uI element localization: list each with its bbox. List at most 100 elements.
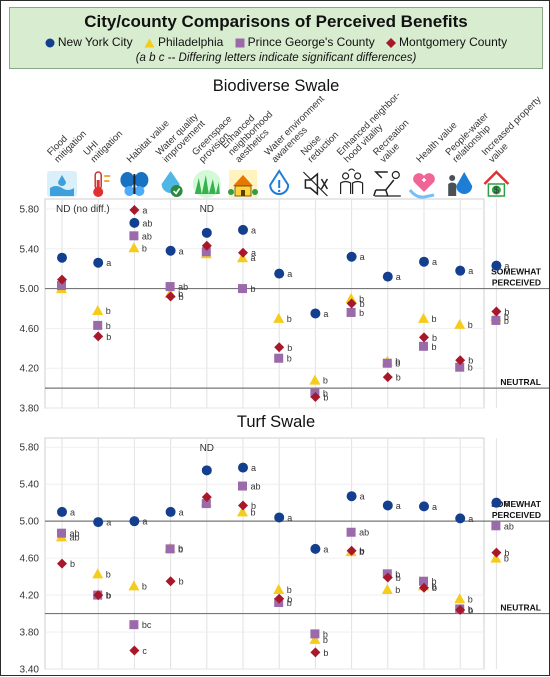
- significance-letter: b: [395, 569, 400, 579]
- data-point-diamond: [165, 576, 176, 587]
- significance-letter: b: [468, 320, 473, 330]
- triangle-marker-icon: [144, 38, 155, 48]
- significance-letter: b: [70, 559, 75, 569]
- coin: [491, 185, 501, 195]
- data-point-square: [129, 231, 139, 241]
- data-point-circle: [382, 271, 393, 282]
- significance-letter: a: [179, 507, 184, 517]
- significance-letter: a: [70, 507, 75, 517]
- data-point-circle: [419, 256, 429, 267]
- data-point-diamond: [201, 240, 212, 251]
- data-point-triangle: [273, 584, 285, 595]
- mercury: [96, 180, 100, 190]
- lounge-chair-icon: [373, 170, 401, 197]
- significance-letter: b: [468, 594, 473, 604]
- significance-letter: b: [504, 307, 509, 317]
- significance-letter: b: [142, 581, 147, 591]
- data-point-circle: [346, 251, 357, 262]
- significance-letter: ab: [70, 529, 80, 539]
- significance-letter: b: [106, 321, 111, 331]
- data-point-circle: [382, 500, 393, 511]
- data-point-circle: [274, 512, 285, 523]
- significance-letter: b: [396, 573, 401, 583]
- chair-umbrella: [373, 171, 395, 197]
- significance-letter: b: [504, 554, 509, 564]
- bulb: [93, 187, 104, 197]
- slash: [302, 171, 328, 197]
- data-point-circle: [93, 517, 104, 528]
- data-point-square: [419, 341, 428, 351]
- y-tick-label: 4.60: [20, 324, 40, 335]
- significance-letter: b: [504, 316, 509, 326]
- wing: [134, 172, 149, 188]
- significance-letter: a: [360, 492, 365, 502]
- significance-letter: b: [106, 591, 111, 601]
- wave: [50, 186, 74, 196]
- significance-note: (a b c -- Differing letters indicate sig…: [135, 52, 417, 64]
- reference-line-label: SOMEWHAT: [491, 267, 542, 277]
- dollar-sign: $: [494, 185, 499, 195]
- data-point-diamond: [455, 604, 466, 615]
- data-point-diamond: [419, 582, 429, 593]
- data-point-circle: [93, 257, 104, 268]
- legend-label: Philadelphia: [157, 35, 224, 49]
- significance-letter: ab: [178, 282, 188, 292]
- data-point-diamond: [238, 247, 248, 258]
- data-point-circle: [491, 260, 502, 271]
- data-point-diamond: [129, 645, 140, 656]
- significance-letter: b: [432, 583, 437, 593]
- reference-line-label: PERCEIVED: [492, 278, 541, 288]
- check-bg: [170, 185, 183, 197]
- data-point-square: [238, 481, 247, 491]
- blades: [194, 175, 220, 194]
- body: [133, 174, 136, 194]
- significance-letter: a: [432, 502, 437, 512]
- legend-label: Prince George's County: [247, 35, 375, 49]
- exclaim-dot: [278, 189, 281, 193]
- data-point-diamond: [382, 572, 393, 583]
- data-point-diamond: [57, 558, 67, 569]
- significance-letter: a: [396, 501, 401, 511]
- data-point-circle: [129, 217, 140, 228]
- mute-icon: [302, 171, 329, 197]
- data-point-diamond: [346, 545, 357, 556]
- significance-letter: b: [287, 594, 292, 604]
- significance-letter: b: [323, 376, 328, 386]
- legend-label: New York City: [57, 35, 133, 49]
- data-point-circle: [129, 516, 140, 527]
- data-point-square: [419, 576, 428, 586]
- significance-letter: b: [323, 648, 328, 658]
- significance-letter: a: [323, 544, 328, 554]
- significance-letter: a: [142, 205, 147, 215]
- data-point-diamond: [93, 331, 104, 342]
- significance-letter: a: [323, 309, 328, 319]
- significance-letter: a: [251, 253, 256, 263]
- grass-icon: [192, 170, 221, 198]
- exclaim: [278, 180, 281, 188]
- y-tick-label: 3.40: [20, 665, 40, 676]
- data-point-circle: [201, 465, 212, 476]
- plot-area: [44, 198, 485, 409]
- significance-letter: b: [178, 289, 183, 299]
- significance-letter: ab: [142, 218, 152, 228]
- significance-letter: b: [395, 357, 400, 367]
- plot-area: [44, 437, 485, 670]
- health-heart-icon: [408, 173, 435, 199]
- data-point-square: [346, 527, 356, 537]
- data-point-circle: [310, 543, 321, 554]
- significance-letter: b: [360, 299, 365, 309]
- data-point-square: [165, 282, 175, 292]
- legend-item-prince-georges-county: Prince George's County: [235, 35, 375, 49]
- significance-letter: b: [179, 292, 184, 302]
- diamond-marker-icon: [386, 37, 397, 48]
- data-point-square: [201, 247, 211, 257]
- data-point-triangle: [454, 318, 466, 329]
- data-point-diamond: [201, 492, 212, 503]
- square-marker-icon: [235, 38, 245, 48]
- significance-letter: a: [396, 272, 401, 282]
